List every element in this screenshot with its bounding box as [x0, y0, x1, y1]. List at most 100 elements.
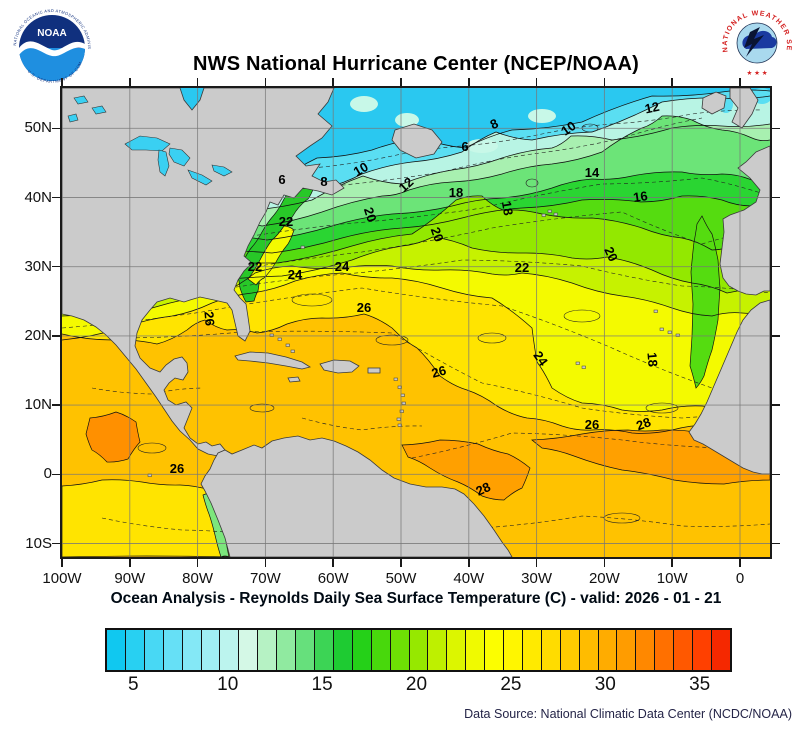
- colorbar-segment: [616, 630, 636, 670]
- colorbar-segment: [465, 630, 485, 670]
- land-island: [393, 377, 398, 381]
- y-axis-tick-right: [772, 127, 780, 130]
- nws-logo: NATIONAL WEATHER SERVICE ★ ★ ★: [719, 4, 793, 78]
- x-axis-tick-top: [400, 78, 402, 86]
- land-newfoundland: [391, 123, 443, 159]
- colorbar-tick-label: 10: [217, 674, 239, 695]
- land-island: [290, 349, 295, 353]
- colorbar-segment: [559, 630, 579, 670]
- contour-loop: [137, 442, 167, 454]
- x-axis-tick-top: [468, 78, 470, 86]
- land-island: [397, 385, 402, 389]
- y-axis-tick: [52, 335, 60, 337]
- lake: [124, 135, 171, 152]
- x-axis-tick-top: [603, 78, 606, 86]
- colorbar-segment: [124, 630, 144, 670]
- x-axis-tick: [468, 559, 470, 567]
- land-jamaica: [287, 376, 301, 383]
- x-axis-label: 30W: [521, 570, 553, 587]
- colorbar-segment: [673, 630, 693, 670]
- colorbar-tick-label: 25: [500, 674, 522, 695]
- land-island: [285, 343, 290, 347]
- x-axis-label: 10W: [656, 570, 688, 587]
- colorbar-segment: [635, 630, 655, 670]
- land-island: [581, 365, 586, 369]
- colorbar-segment: [200, 630, 220, 670]
- colorbar-tick-label: 30: [594, 674, 616, 695]
- data-source-note: Data Source: National Climatic Data Cent…: [464, 707, 792, 721]
- colorbar-segment: [484, 630, 504, 670]
- x-axis-tick: [603, 559, 606, 567]
- land-north-america: [62, 88, 345, 457]
- colorbar-segment: [276, 630, 296, 670]
- land-island: [399, 409, 404, 413]
- cold-patch: [528, 109, 556, 123]
- contour-label: 16: [632, 188, 648, 205]
- contour-line-dashed: [62, 287, 770, 399]
- x-axis-tick: [61, 559, 63, 567]
- colorbar-segment: [162, 630, 182, 670]
- noaa-logo: NOAA NATIONAL OCEANIC AND ATMOSPHERIC AD…: [10, 5, 93, 89]
- colorbar-segment: [295, 630, 314, 670]
- contour-line-dashed: [62, 211, 770, 286]
- y-axis-tick-right: [772, 542, 780, 545]
- x-axis-tick-top: [61, 78, 63, 86]
- contour-label: 26: [585, 417, 599, 432]
- y-axis-label: 10N: [24, 396, 52, 414]
- y-axis-tick: [52, 127, 60, 130]
- colorbar-segment: [427, 630, 447, 670]
- land-island: [553, 212, 558, 216]
- lake: [157, 149, 170, 177]
- contour-label: 26: [357, 300, 371, 315]
- x-axis-tick: [535, 559, 538, 567]
- y-axis-label: 40N: [24, 188, 52, 206]
- y-axis-label: 30N: [24, 257, 52, 275]
- x-axis-label: 80W: [182, 570, 214, 587]
- contour-label: 8: [320, 174, 327, 189]
- land-island: [396, 417, 401, 421]
- nws-lightning-icon: [744, 27, 764, 57]
- colorbar-segment: [351, 630, 371, 670]
- colorbar-tick-label: 35: [689, 674, 711, 695]
- contour-line: [62, 195, 770, 275]
- land-island: [277, 337, 282, 341]
- nws-stars: ★ ★ ★: [746, 69, 767, 77]
- x-axis-tick-top: [264, 78, 267, 86]
- land-island: [659, 327, 664, 331]
- contour-label: 28: [473, 479, 492, 499]
- x-axis-label: 50W: [385, 570, 417, 587]
- x-axis-tick-top: [196, 78, 199, 86]
- land-island: [397, 423, 402, 427]
- colorbar-segment: [143, 630, 163, 670]
- temperature-colorbar: [105, 628, 732, 672]
- contour-loop: [525, 178, 539, 188]
- colorbar-segment: [503, 630, 522, 670]
- y-axis-tick-right: [772, 473, 780, 476]
- sst-feature: [85, 411, 141, 463]
- contour-label: 24: [288, 267, 303, 282]
- contour-loop: [645, 402, 679, 414]
- contour-loop: [477, 332, 507, 344]
- colorbar-segment: [313, 630, 333, 670]
- noaa-logo-text: NOAA: [37, 28, 66, 39]
- y-axis-tick: [52, 265, 60, 268]
- colorbar-segment: [597, 630, 617, 670]
- lake: [168, 147, 191, 167]
- contour-label: 10: [558, 118, 578, 139]
- land-island: [547, 209, 552, 213]
- land-island: [541, 213, 546, 217]
- contour-label: 26: [201, 311, 217, 327]
- land-island: [575, 361, 580, 365]
- x-axis-tick-top: [535, 78, 538, 86]
- land-island: [300, 245, 305, 249]
- y-axis-tick: [52, 542, 60, 545]
- contour-label: 20: [601, 244, 621, 263]
- x-axis-tick: [671, 559, 673, 567]
- land-south-america: [200, 435, 513, 557]
- y-axis-tick: [52, 404, 60, 406]
- contour-label: 6: [461, 139, 468, 154]
- x-axis-label: 100W: [42, 570, 82, 587]
- noaa-seagull-icon: [19, 41, 85, 57]
- x-axis-tick: [129, 559, 131, 567]
- colorbar-segment: [692, 630, 711, 670]
